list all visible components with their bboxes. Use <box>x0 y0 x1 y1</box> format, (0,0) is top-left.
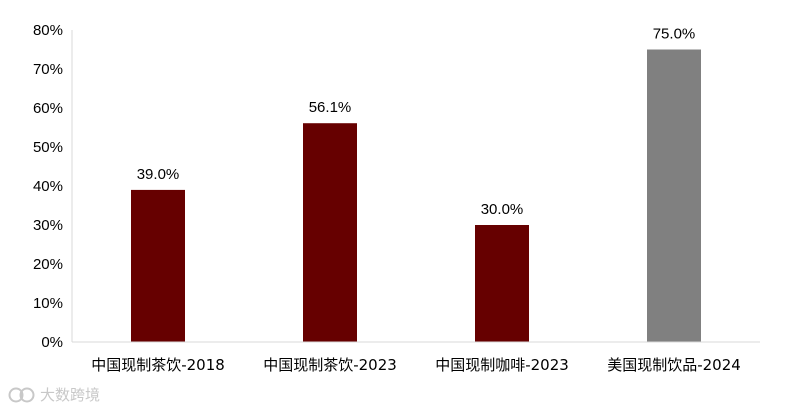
bar <box>475 225 529 342</box>
bar <box>131 189 185 342</box>
x-category-label: 美国现制饮品-2024 <box>607 356 741 374</box>
y-tick-label: 30% <box>33 217 63 234</box>
data-label: 56.1% <box>309 99 352 116</box>
data-label: 39.0% <box>137 166 180 183</box>
watermark: 大数跨境 <box>8 384 100 405</box>
y-tick-label: 80% <box>33 22 63 39</box>
x-category-label: 中国现制咖啡-2023 <box>435 356 569 374</box>
x-category-label: 中国现制茶饮-2018 <box>91 356 225 374</box>
bars: 39.0% 56.1% 30.0% 75.0% <box>131 26 701 343</box>
y-tick-label: 40% <box>33 178 63 195</box>
bar <box>303 123 357 343</box>
y-tick-label: 60% <box>33 100 63 117</box>
data-label: 75.0% <box>653 26 696 43</box>
data-label: 30.0% <box>481 201 524 218</box>
y-tick-label: 70% <box>33 61 63 78</box>
brand-logo-icon <box>8 387 35 402</box>
x-axis: 中国现制茶饮-2018 中国现制茶饮-2023 中国现制咖啡-2023 美国现制饮品-… <box>72 341 760 374</box>
y-axis: 0% 10% 20% 30% 40% 50% 60% 70% 80% <box>33 22 73 351</box>
y-tick-label: 50% <box>33 139 63 156</box>
bar <box>647 49 701 342</box>
y-tick-label: 0% <box>41 334 63 351</box>
y-tick-label: 10% <box>33 295 63 312</box>
watermark-text: 大数跨境 <box>40 386 101 404</box>
y-tick-label: 20% <box>33 256 63 273</box>
x-category-label: 中国现制茶饮-2023 <box>263 356 397 374</box>
